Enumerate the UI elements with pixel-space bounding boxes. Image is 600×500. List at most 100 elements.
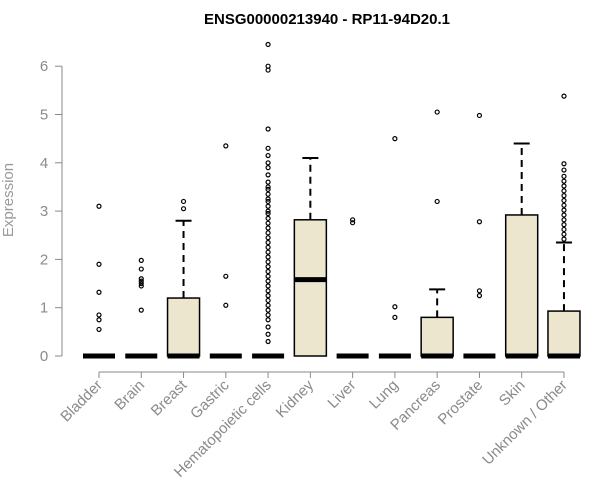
outlier-point — [138, 307, 144, 313]
outlier-point — [265, 249, 271, 255]
outlier-point — [180, 206, 187, 212]
outlier-point — [138, 266, 144, 272]
outlier-point — [265, 235, 271, 241]
outlier-point — [561, 178, 567, 184]
chart-title: ENSG00000213940 - RP11-94D20.1 — [204, 11, 450, 28]
box-group — [125, 257, 158, 359]
outlier-point — [265, 331, 271, 337]
outlier-point — [265, 186, 271, 192]
outlier-point — [392, 314, 398, 320]
outlier-point — [561, 193, 567, 199]
outlier-point — [350, 217, 356, 223]
outlier-point — [265, 198, 271, 205]
outlier-point — [561, 167, 567, 173]
outlier-point — [265, 239, 271, 246]
outlier-point — [265, 196, 271, 202]
outlier-point — [265, 288, 271, 294]
outlier-point — [265, 244, 271, 250]
outlier-point — [476, 219, 483, 225]
box — [547, 310, 581, 357]
y-tick-label: 5 — [40, 107, 48, 124]
x-tick-label: Kidney — [273, 376, 318, 421]
outlier-point — [265, 165, 271, 171]
outlier-point — [265, 273, 271, 279]
outlier-point — [561, 207, 567, 213]
outlier-point — [561, 173, 567, 179]
outlier-point — [265, 312, 271, 318]
outlier-point — [265, 230, 271, 236]
x-tick-label: Bladder — [57, 377, 106, 426]
outlier-point — [138, 276, 144, 282]
outlier-point — [561, 197, 567, 204]
outlier-point — [561, 231, 567, 237]
outlier-point — [138, 278, 144, 284]
outlier-point — [561, 202, 567, 208]
outlier-point — [476, 293, 483, 299]
outlier-point — [265, 203, 271, 209]
y-tick-label: 6 — [40, 58, 48, 75]
outlier-point — [265, 278, 271, 284]
x-tick-label: Brain — [111, 377, 148, 414]
outlier-point — [561, 93, 567, 99]
box-group — [504, 142, 539, 359]
outlier-point — [138, 280, 144, 287]
outlier-point — [96, 326, 102, 333]
outlier-point — [265, 307, 271, 313]
outlier-point — [561, 161, 567, 167]
outlier-point — [561, 212, 567, 218]
box-group — [293, 156, 328, 357]
y-axis: 0 1 2 3 4 5 6 — [40, 58, 63, 365]
outlier-point — [223, 143, 229, 149]
outlier-point — [561, 217, 567, 223]
box-group — [209, 143, 242, 359]
outlier-point — [223, 302, 229, 308]
x-tick-label: Skin — [496, 377, 529, 410]
outlier-point — [265, 324, 271, 330]
box-group — [252, 41, 285, 359]
outlier-point — [265, 317, 271, 323]
outlier-point — [265, 259, 271, 265]
y-tick-label: 0 — [40, 348, 48, 365]
box-group — [547, 93, 581, 359]
outlier-point — [223, 273, 229, 279]
outlier-point — [96, 203, 102, 209]
outlier-point — [476, 288, 483, 294]
outlier-point — [265, 254, 271, 260]
outlier-point — [265, 264, 271, 270]
outlier-point — [265, 225, 271, 231]
box-group — [420, 109, 454, 359]
outlier-point — [265, 210, 271, 217]
box — [166, 297, 201, 357]
outlier-point — [265, 293, 271, 299]
outlier-point — [434, 109, 440, 115]
outlier-point — [265, 41, 271, 48]
box-group — [336, 217, 369, 359]
outlier-point — [138, 257, 144, 263]
outlier-point — [265, 302, 271, 308]
outlier-point — [434, 198, 440, 205]
box-group — [463, 112, 496, 359]
outlier-point — [265, 208, 271, 214]
outlier-point — [265, 268, 271, 275]
outlier-point — [350, 220, 356, 226]
box — [420, 316, 454, 357]
outlier-point — [96, 261, 102, 267]
outlier-point — [265, 191, 271, 197]
outlier-point — [561, 188, 567, 194]
outlier-point — [561, 226, 567, 233]
x-tick-label: Prostate — [435, 377, 487, 429]
outlier-point — [265, 184, 271, 190]
outlier-point — [392, 304, 398, 310]
box-group — [166, 198, 201, 359]
outlier-point — [265, 145, 271, 151]
x-tick-label: Breast — [148, 376, 191, 419]
outlier-point — [265, 179, 271, 185]
outlier-point — [265, 160, 271, 166]
outlier-point — [138, 283, 144, 289]
outlier-point — [265, 283, 271, 289]
outlier-point — [265, 215, 271, 221]
outlier-point — [392, 136, 398, 142]
x-tick-label: Lung — [366, 377, 402, 413]
outlier-point — [476, 112, 483, 119]
